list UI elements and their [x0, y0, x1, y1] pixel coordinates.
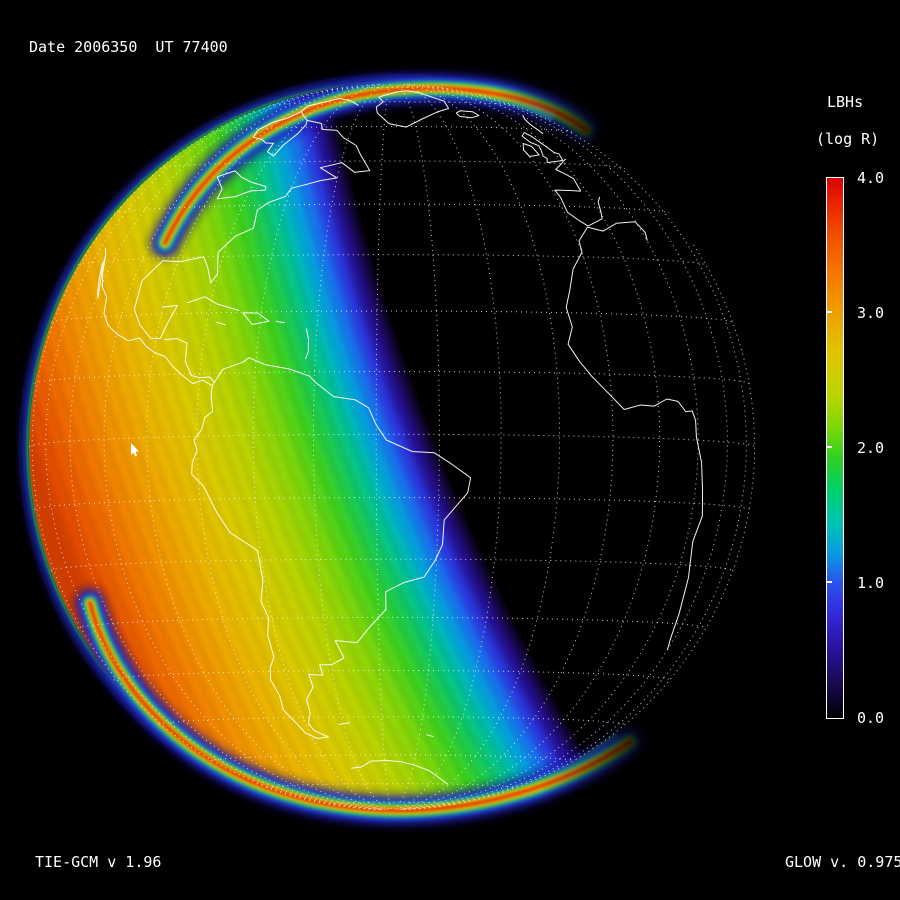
- colorbar-tick-mark: [827, 311, 832, 313]
- coastline-jamaica: [215, 321, 226, 326]
- graticule-meridian: [395, 83, 502, 810]
- model-version-label: TIE-GCM v 1.96: [35, 853, 162, 871]
- colorbar-tick-label: 4.0: [857, 169, 885, 187]
- colorbar-tick-mark: [827, 581, 832, 583]
- graticule-meridian: [403, 86, 728, 810]
- coastline-norway: [522, 115, 544, 135]
- coastline-france: [555, 158, 582, 192]
- coastline-na-east: [133, 98, 371, 310]
- coastline-iberia-e: [587, 196, 603, 227]
- graticule-parallel: [211, 126, 573, 133]
- coastline-med-nafrica: [587, 221, 648, 241]
- coastline-puerto-rico: [275, 320, 285, 324]
- coastline-great-lakes: [216, 170, 267, 200]
- colorbar-tick-label: 3.0: [857, 304, 885, 322]
- graticule-meridian: [255, 783, 380, 811]
- coastlines: [97, 90, 703, 785]
- coastline-iceland: [455, 110, 480, 119]
- colorbar-tick-label: 2.0: [857, 439, 885, 457]
- colorbar-tick-label: 1.0: [857, 574, 885, 592]
- graticule-parallel: [28, 433, 755, 448]
- coastline-baja: [97, 254, 107, 299]
- colorbar-tick-mark: [827, 446, 832, 448]
- graticule-meridian: [393, 83, 440, 810]
- graticule-parallel: [34, 371, 750, 385]
- coastline-cuba: [187, 296, 240, 311]
- colorbar-tick-label: 0.0: [857, 709, 885, 727]
- graticule-parallel: [114, 203, 670, 214]
- coastline-centam-carib: [164, 338, 215, 383]
- colorbar: [826, 177, 844, 719]
- graticule-meridian: [45, 88, 380, 810]
- coastline-greenland: [375, 90, 450, 128]
- coastline-africa-west: [565, 226, 703, 651]
- coastline-falklands: [338, 722, 351, 725]
- coastline-yucatan: [133, 305, 178, 339]
- graticule: [28, 83, 756, 811]
- coastline-hispaniola: [242, 312, 270, 325]
- graticule-parallel: [267, 783, 517, 789]
- aurora-oval-north: [150, 73, 601, 258]
- colorbar-title: LBHs: [827, 93, 864, 111]
- coastline-iberia-w: [554, 189, 589, 227]
- graticule-meridian: [31, 109, 380, 810]
- glow-version-label: GLOW v. 0.975: [785, 853, 900, 871]
- graticule-parallel: [34, 497, 750, 511]
- coastline-antarctica: [351, 759, 448, 785]
- graticule-parallel: [77, 616, 707, 629]
- date-ut-label: Date 2006350 UT 77400: [29, 38, 228, 56]
- graticule-parallel: [158, 716, 626, 726]
- coastline-south-america: [191, 357, 472, 739]
- colorbar-units: (log R): [816, 130, 880, 148]
- coastline-antilles: [305, 328, 309, 360]
- coastline-sgeorgia: [426, 734, 434, 738]
- cursor-pointer: [131, 443, 139, 457]
- colorbar-gradient: [827, 178, 843, 718]
- graticule-meridian: [252, 83, 388, 810]
- graticule-meridian: [401, 84, 661, 810]
- coastline-britain: [521, 132, 564, 164]
- graticule-meridian: [312, 83, 390, 810]
- coastline-mex-pacific: [101, 247, 213, 387]
- coastline-ireland: [522, 143, 540, 157]
- dayglow-contour-bands: [29, 84, 755, 810]
- coastline-hudson-bay: [252, 111, 308, 157]
